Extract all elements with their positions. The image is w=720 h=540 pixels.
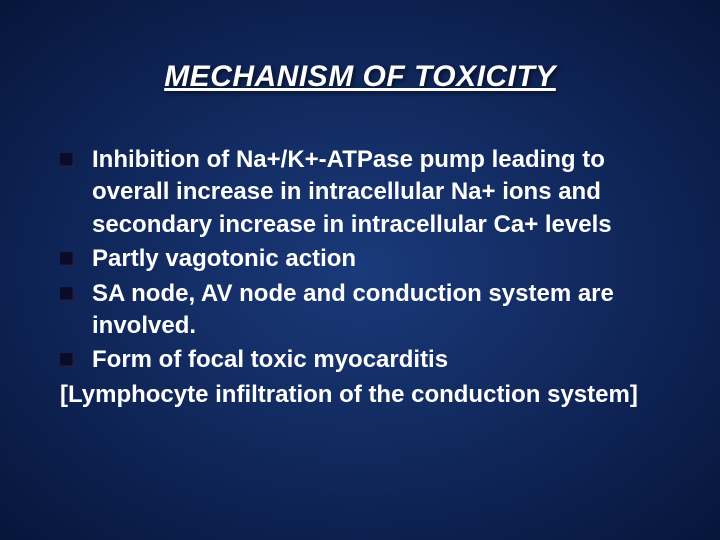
footnote-text: [Lymphocyte infiltration of the conducti…	[60, 379, 670, 411]
bullet-item: SA node, AV node and conduction system a…	[60, 278, 670, 343]
bullet-text: Form of focal toxic myocarditis	[92, 344, 670, 376]
slide-title: MECHANISM OF TOXICITY	[40, 60, 680, 94]
bullet-text: Inhibition of Na+/K+-ATPase pump leading…	[92, 144, 670, 241]
bullet-text: Partly vagotonic action	[92, 243, 670, 275]
slide-content: Inhibition of Na+/K+-ATPase pump leading…	[40, 144, 680, 411]
bullet-item: Partly vagotonic action	[60, 243, 670, 275]
bullet-icon	[60, 252, 74, 266]
slide: MECHANISM OF TOXICITY Inhibition of Na+/…	[0, 0, 720, 540]
bullet-item: Form of focal toxic myocarditis	[60, 344, 670, 376]
bullet-text: SA node, AV node and conduction system a…	[92, 278, 670, 343]
bullet-item: Inhibition of Na+/K+-ATPase pump leading…	[60, 144, 670, 241]
bullet-icon	[60, 153, 74, 167]
bullet-icon	[60, 353, 74, 367]
bullet-icon	[60, 287, 74, 301]
